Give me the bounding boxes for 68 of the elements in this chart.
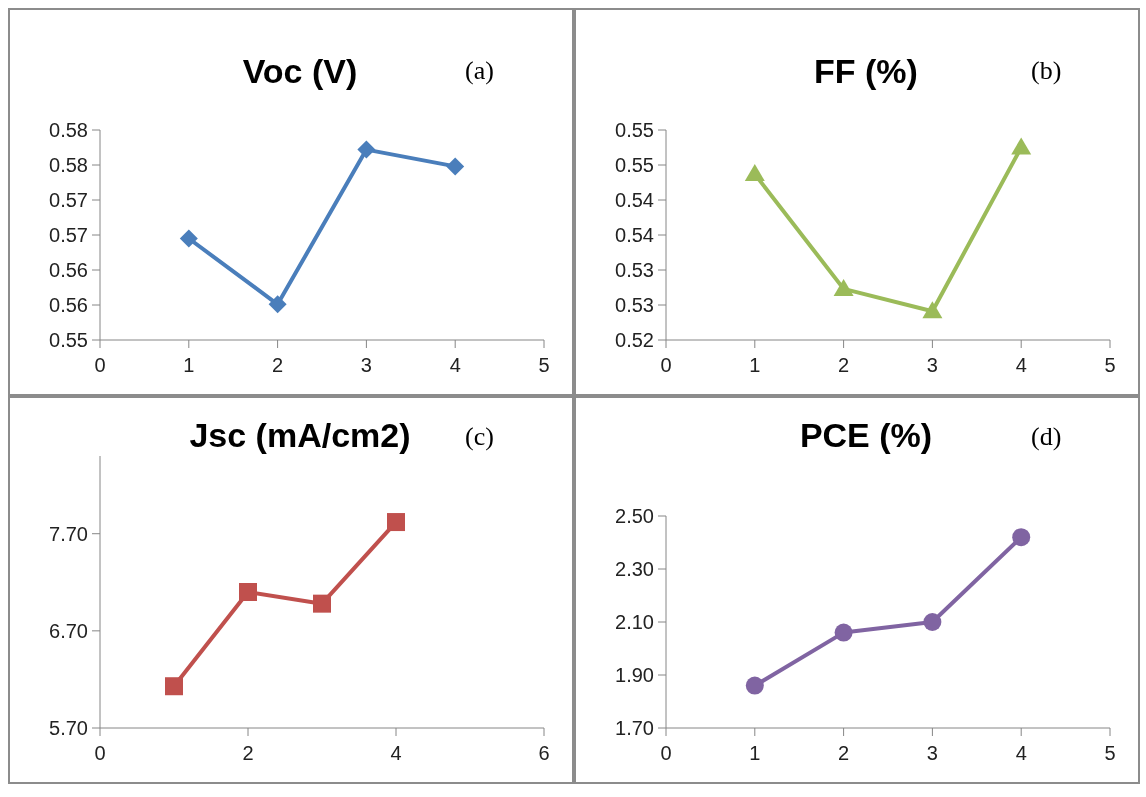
y-tick-label: 0.54 xyxy=(615,189,654,212)
y-tick-label: 0.55 xyxy=(615,119,654,142)
y-tick-label: 2.10 xyxy=(615,611,654,634)
point xyxy=(745,676,764,695)
point xyxy=(239,583,257,601)
x-tick-label: 4 xyxy=(390,742,402,765)
point xyxy=(833,278,854,296)
x-tick-label: 2 xyxy=(242,742,254,765)
chart-title: PCE (%) xyxy=(799,416,933,454)
y-tick-label: 0.56 xyxy=(49,294,88,317)
x-tick-label: 4 xyxy=(1015,354,1027,377)
point xyxy=(744,164,765,182)
x-tick-label: 5 xyxy=(1104,742,1116,765)
point xyxy=(387,513,405,532)
y-tick-label: 0.53 xyxy=(615,259,654,282)
point xyxy=(313,594,331,613)
x-tick-label: 6 xyxy=(538,742,550,765)
y-tick-label: 1.70 xyxy=(615,717,654,740)
y-tick-label: 0.57 xyxy=(49,189,88,212)
y-tick-label: 0.58 xyxy=(49,119,88,142)
x-tick-label: 4 xyxy=(1015,742,1027,765)
y-tick-label: 2.50 xyxy=(615,505,654,528)
x-tick-label: 4 xyxy=(449,354,461,377)
x-tick-label: 1 xyxy=(183,354,195,377)
x-tick-label: 2 xyxy=(838,742,850,765)
y-tick-label: 1.90 xyxy=(615,664,654,687)
y-tick-label: 0.55 xyxy=(49,329,88,352)
y-tick-label: 0.54 xyxy=(615,224,654,247)
text: (b) xyxy=(1031,56,1062,86)
y-tick-label: 0.57 xyxy=(49,224,88,247)
x-tick-label: 1 xyxy=(749,354,761,377)
chart-title: Voc (V) xyxy=(242,52,358,90)
x-tick-label: 5 xyxy=(538,354,550,377)
x-tick-label: 0 xyxy=(660,742,672,765)
y-tick-label: 0.53 xyxy=(615,294,654,317)
y-tick-label: 6.70 xyxy=(49,619,88,642)
x-tick-label: 5 xyxy=(1104,354,1116,377)
point xyxy=(357,140,376,159)
text: (d) xyxy=(1031,422,1062,452)
y-tick-label: 2.30 xyxy=(615,558,654,581)
x-tick-label: 3 xyxy=(926,742,938,765)
point xyxy=(179,229,198,248)
x-tick-label: 0 xyxy=(94,742,106,765)
y-tick-label: 7.70 xyxy=(49,522,88,545)
point xyxy=(922,301,943,319)
point xyxy=(1012,528,1031,547)
point xyxy=(165,677,183,696)
point xyxy=(446,157,465,176)
y-tick-label: 0.52 xyxy=(615,329,654,352)
text: (c) xyxy=(465,422,494,452)
point xyxy=(834,623,853,642)
y-tick-label: 5.70 xyxy=(49,717,88,740)
x-tick-label: 2 xyxy=(838,354,850,377)
point xyxy=(923,613,942,631)
x-tick-label: 3 xyxy=(926,354,938,377)
y-tick-label: 0.55 xyxy=(615,154,654,177)
point xyxy=(268,295,287,314)
chart-title: Jsc (mA/cm2) xyxy=(189,416,411,454)
chart-title: FF (%) xyxy=(814,52,918,90)
x-tick-label: 0 xyxy=(660,354,672,377)
y-tick-label: 0.58 xyxy=(49,154,88,177)
x-tick-label: 1 xyxy=(749,742,761,765)
y-tick-label: 0.56 xyxy=(49,259,88,282)
point xyxy=(1011,137,1032,155)
text: (a) xyxy=(465,56,494,86)
x-tick-label: 3 xyxy=(360,354,372,377)
x-tick-label: 2 xyxy=(272,354,284,377)
x-tick-label: 0 xyxy=(94,354,106,377)
